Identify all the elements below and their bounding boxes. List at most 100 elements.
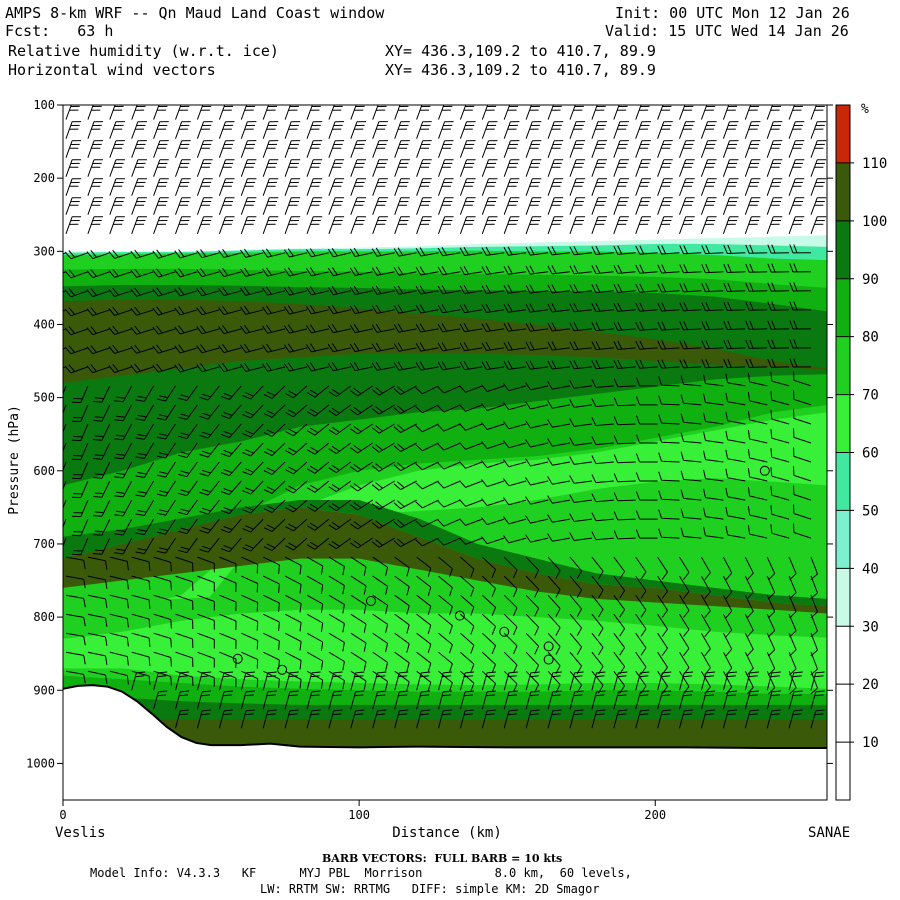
wind-barb — [569, 360, 592, 370]
wind-barb — [328, 404, 352, 417]
wind-barb — [591, 283, 614, 294]
wind-barb — [175, 670, 194, 687]
wind-barb — [263, 480, 286, 494]
wind-barb — [722, 140, 739, 158]
wind-barb — [459, 480, 483, 488]
wind-barb — [569, 140, 586, 158]
wind-barb — [350, 105, 365, 120]
wind-barb — [547, 594, 561, 617]
wind-barb — [152, 344, 176, 354]
wind-barb — [460, 575, 475, 597]
wind-barb — [591, 632, 604, 656]
wind-barb — [415, 442, 439, 452]
wind-barb — [262, 690, 277, 710]
wind-barb — [788, 709, 803, 729]
wind-barb — [438, 197, 454, 215]
wind-barb — [725, 506, 746, 520]
wind-barb — [371, 285, 395, 295]
wind-barb — [635, 178, 651, 196]
wind-barb — [635, 140, 651, 158]
wind-barb — [481, 556, 496, 578]
wind-barb — [635, 671, 650, 691]
wind-barb — [393, 480, 417, 491]
wind-barb — [569, 494, 592, 503]
wind-barb — [722, 121, 739, 139]
wind-barb — [766, 709, 781, 729]
wind-barb — [679, 594, 690, 618]
wind-barb — [328, 671, 343, 691]
wind-barb — [547, 438, 571, 447]
wind-barb — [635, 302, 658, 312]
wind-barb — [415, 461, 439, 471]
wind-barb — [109, 216, 125, 234]
wind-barb — [262, 178, 279, 196]
wind-barb — [327, 248, 351, 258]
wind-barb — [525, 477, 549, 486]
wind-barb — [635, 377, 658, 387]
wind-barb — [350, 651, 367, 671]
calm-circle — [454, 610, 465, 621]
wind-barb — [175, 105, 190, 120]
rh-band-100-110-mid — [63, 507, 827, 614]
wind-barb — [503, 341, 527, 351]
wind-barb — [438, 670, 453, 692]
wind-barb — [174, 249, 198, 259]
wind-barb — [481, 197, 498, 215]
wind-barb — [591, 474, 614, 484]
wind-barb — [199, 423, 220, 439]
colorbar-label: 10 — [862, 735, 879, 751]
wind-barb — [86, 364, 110, 374]
wind-barb — [135, 442, 155, 459]
wind-barb — [153, 216, 169, 234]
wind-barb — [199, 442, 220, 458]
wind-barb — [591, 493, 614, 503]
x-tick-label: 200 — [644, 808, 666, 822]
wind-barb — [766, 178, 783, 196]
wind-barb — [283, 343, 308, 353]
colorbar-swatch — [836, 568, 850, 627]
wind-barb — [766, 105, 782, 120]
wind-barb — [613, 613, 626, 637]
wind-barb — [635, 690, 650, 710]
wind-barb — [635, 491, 658, 501]
wind-barb — [350, 461, 373, 473]
wind-barb — [218, 159, 235, 177]
wind-barb — [503, 516, 527, 525]
wind-barb — [810, 121, 827, 139]
wind-barb — [178, 404, 198, 420]
wind-barb — [114, 385, 133, 403]
wind-barb — [481, 594, 496, 616]
wind-barb — [65, 575, 86, 589]
wind-barb — [766, 690, 781, 710]
wind-barb — [766, 140, 783, 158]
wind-barb — [810, 159, 827, 177]
wind-barb — [547, 400, 571, 409]
wind-barb — [328, 178, 345, 196]
wind-barb — [350, 518, 373, 530]
wind-barb — [503, 440, 527, 449]
wind-barb — [196, 306, 220, 316]
wind-barb — [372, 575, 389, 596]
wind-barb — [349, 247, 373, 257]
wind-barb — [415, 385, 439, 395]
wind-barb — [131, 671, 146, 691]
wind-barb — [262, 324, 286, 334]
wind-barb — [350, 575, 367, 595]
wind-barb — [131, 575, 151, 590]
wind-barb — [569, 575, 583, 599]
y-tick-label: 900 — [33, 683, 55, 697]
wind-barb — [240, 105, 256, 120]
wind-barb — [613, 140, 629, 158]
wind-barb — [613, 511, 636, 521]
wind-barb — [437, 518, 461, 527]
wind-barb — [349, 304, 373, 315]
wind-barb — [284, 594, 302, 613]
wind-barb — [371, 442, 395, 453]
wind-barb — [745, 244, 768, 254]
wind-barb — [747, 372, 768, 387]
wind-barb — [328, 651, 345, 671]
wind-barb — [459, 423, 483, 431]
wind-barb — [591, 359, 614, 370]
wind-barb — [240, 267, 264, 277]
wind-barb — [93, 442, 111, 460]
